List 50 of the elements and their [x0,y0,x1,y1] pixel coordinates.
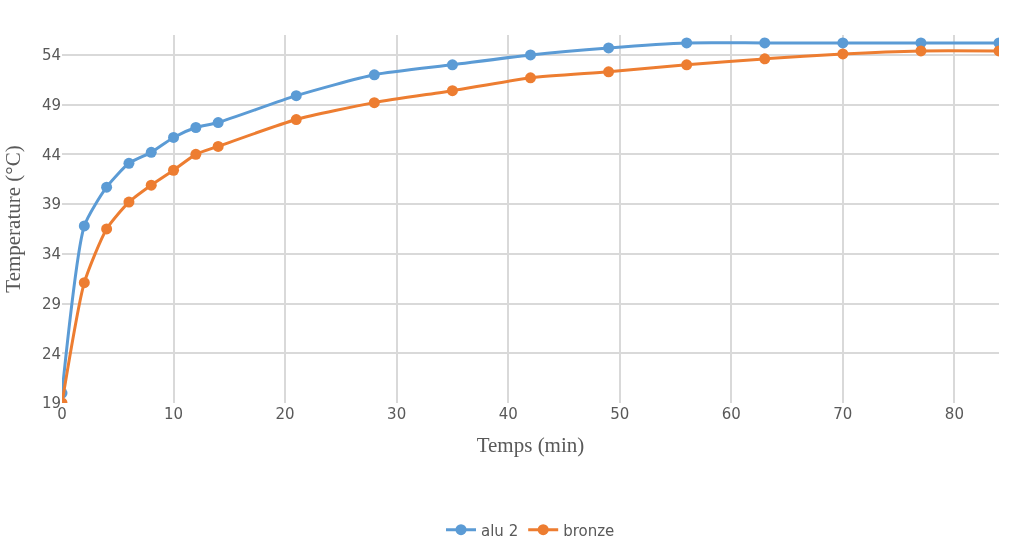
legend-label: alu 2 [481,521,519,540]
legend-label: bronze [563,521,615,540]
x-tick-label: 20 [275,405,295,423]
point [78,277,90,289]
point [446,85,458,97]
point [212,117,224,129]
x-tick-label: 40 [498,405,518,423]
point [837,37,849,49]
x-tick-label: 10 [164,405,184,423]
point [446,59,458,71]
x-tick-label: 50 [610,405,630,423]
y-tick-label: 49 [41,95,61,114]
point [368,97,380,109]
point [145,146,157,158]
y-tick-label: 24 [41,344,61,363]
point [525,49,536,61]
point [915,45,927,57]
y-axis-title: Temperature (°C) [1,145,26,293]
point [759,53,771,65]
point [168,131,180,143]
point [212,140,224,152]
point [603,42,615,54]
point [168,164,180,176]
y-tick-label: 44 [41,145,61,164]
y-tick-label: 34 [41,245,61,264]
x-tick-label: 30 [387,405,407,423]
y-tick-label: 39 [41,195,61,214]
point [190,148,202,160]
point [101,181,113,193]
point [123,157,135,169]
x-axis-title: Temps (min) [476,433,585,458]
point [837,48,849,60]
x-tick-label: 80 [944,405,964,423]
x-tick-label: 60 [721,405,741,423]
point [681,37,693,49]
y-tick-label: 29 [41,294,61,313]
point [190,122,202,133]
point [290,114,302,126]
point [603,66,615,78]
point [681,59,693,71]
point [759,37,771,49]
point [525,72,536,84]
point [123,196,135,208]
x-tick-label: 70 [833,405,853,423]
y-tick-label: 54 [41,46,61,65]
point [290,90,302,102]
point [368,69,380,81]
point [78,220,90,232]
point [101,223,113,235]
point [145,179,157,191]
